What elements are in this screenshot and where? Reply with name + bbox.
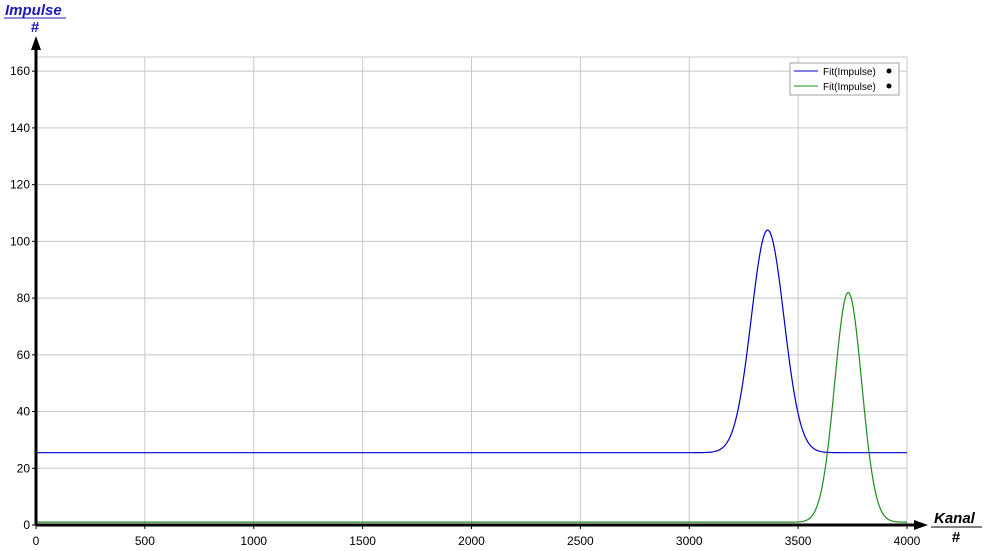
- legend: Fit(Impulse) Fit(Impulse): [789, 62, 900, 96]
- legend-label-series-2: Fit(Impulse): [823, 82, 876, 93]
- x-axis-title: Kanal: [934, 510, 976, 527]
- x-axis-arrow: [914, 520, 928, 530]
- y-axis-arrow: [31, 36, 41, 50]
- legend-marker-series-1: [886, 68, 892, 74]
- y-tick-label: 100: [10, 234, 30, 248]
- legend-marker-series-2: [886, 83, 892, 89]
- y-axis-ticks: 0 20 40 60 80 100 120 140 160: [10, 64, 36, 532]
- y-tick-label: 80: [17, 291, 31, 305]
- x-tick-label: 500: [135, 534, 155, 548]
- y-tick-label: 60: [17, 348, 31, 362]
- series-lines: [36, 229, 908, 523]
- x-tick-label: 4000: [894, 534, 921, 548]
- x-tick-label: 0: [33, 534, 40, 548]
- y-tick-label: 140: [10, 121, 30, 135]
- x-tick-label: 1000: [240, 534, 267, 548]
- x-tick-label: 2500: [567, 534, 594, 548]
- series-line-2: [36, 291, 908, 523]
- y-tick-label: 40: [17, 405, 31, 419]
- x-tick-label: 3500: [785, 534, 812, 548]
- y-tick-label: 0: [23, 518, 30, 532]
- series-line-1: [36, 229, 907, 454]
- y-axis-unit: #: [31, 19, 40, 36]
- x-tick-label: 1500: [349, 534, 376, 548]
- grid-lines: [36, 56, 908, 525]
- y-tick-label: 160: [10, 64, 30, 78]
- x-axis-ticks: 0 500 1000 1500 2000 2500 3000 3500 4000: [33, 525, 921, 548]
- x-tick-label: 3000: [676, 534, 703, 548]
- x-tick-label: 2000: [458, 534, 485, 548]
- y-axis-title: Impulse: [5, 2, 62, 19]
- x-axis-unit: #: [952, 529, 961, 546]
- y-tick-label: 20: [17, 461, 31, 475]
- legend-label-series-1: Fit(Impulse): [823, 67, 876, 78]
- y-tick-label: 120: [10, 178, 30, 192]
- legend-box: [789, 62, 900, 96]
